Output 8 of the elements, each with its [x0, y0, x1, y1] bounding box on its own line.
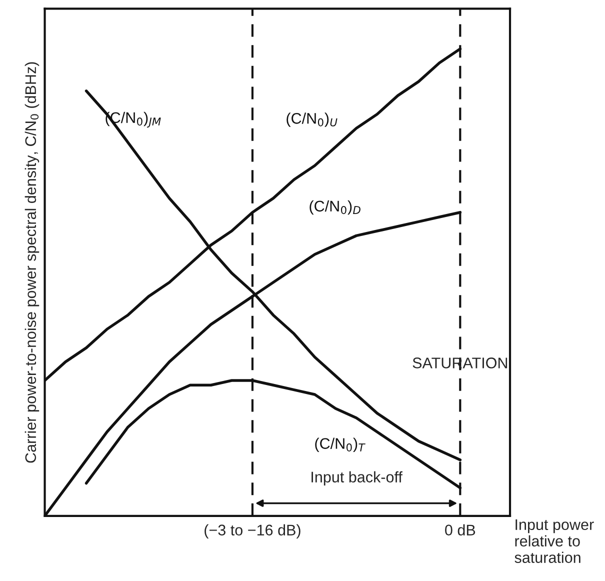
- y-axis-title: Carrier power-to-noise power spectral density, C/N$_{0}$ (dBHz): [24, 62, 40, 463]
- x-tick-label: (−3 to −16 dB): [204, 524, 300, 538]
- x-tick-label: 0 dB: [445, 524, 476, 536]
- series-label: (C/N$_{0}$)$_{D}$: [310, 200, 360, 215]
- annotation: Input back-off: [312, 471, 402, 486]
- series-label: (C/N$_{0}$)$_{U}$: [286, 112, 338, 127]
- x-axis-title: Input power relative to saturation: [514, 519, 594, 563]
- series-label: (C/N$_{0}$)$_{T}$: [315, 438, 366, 452]
